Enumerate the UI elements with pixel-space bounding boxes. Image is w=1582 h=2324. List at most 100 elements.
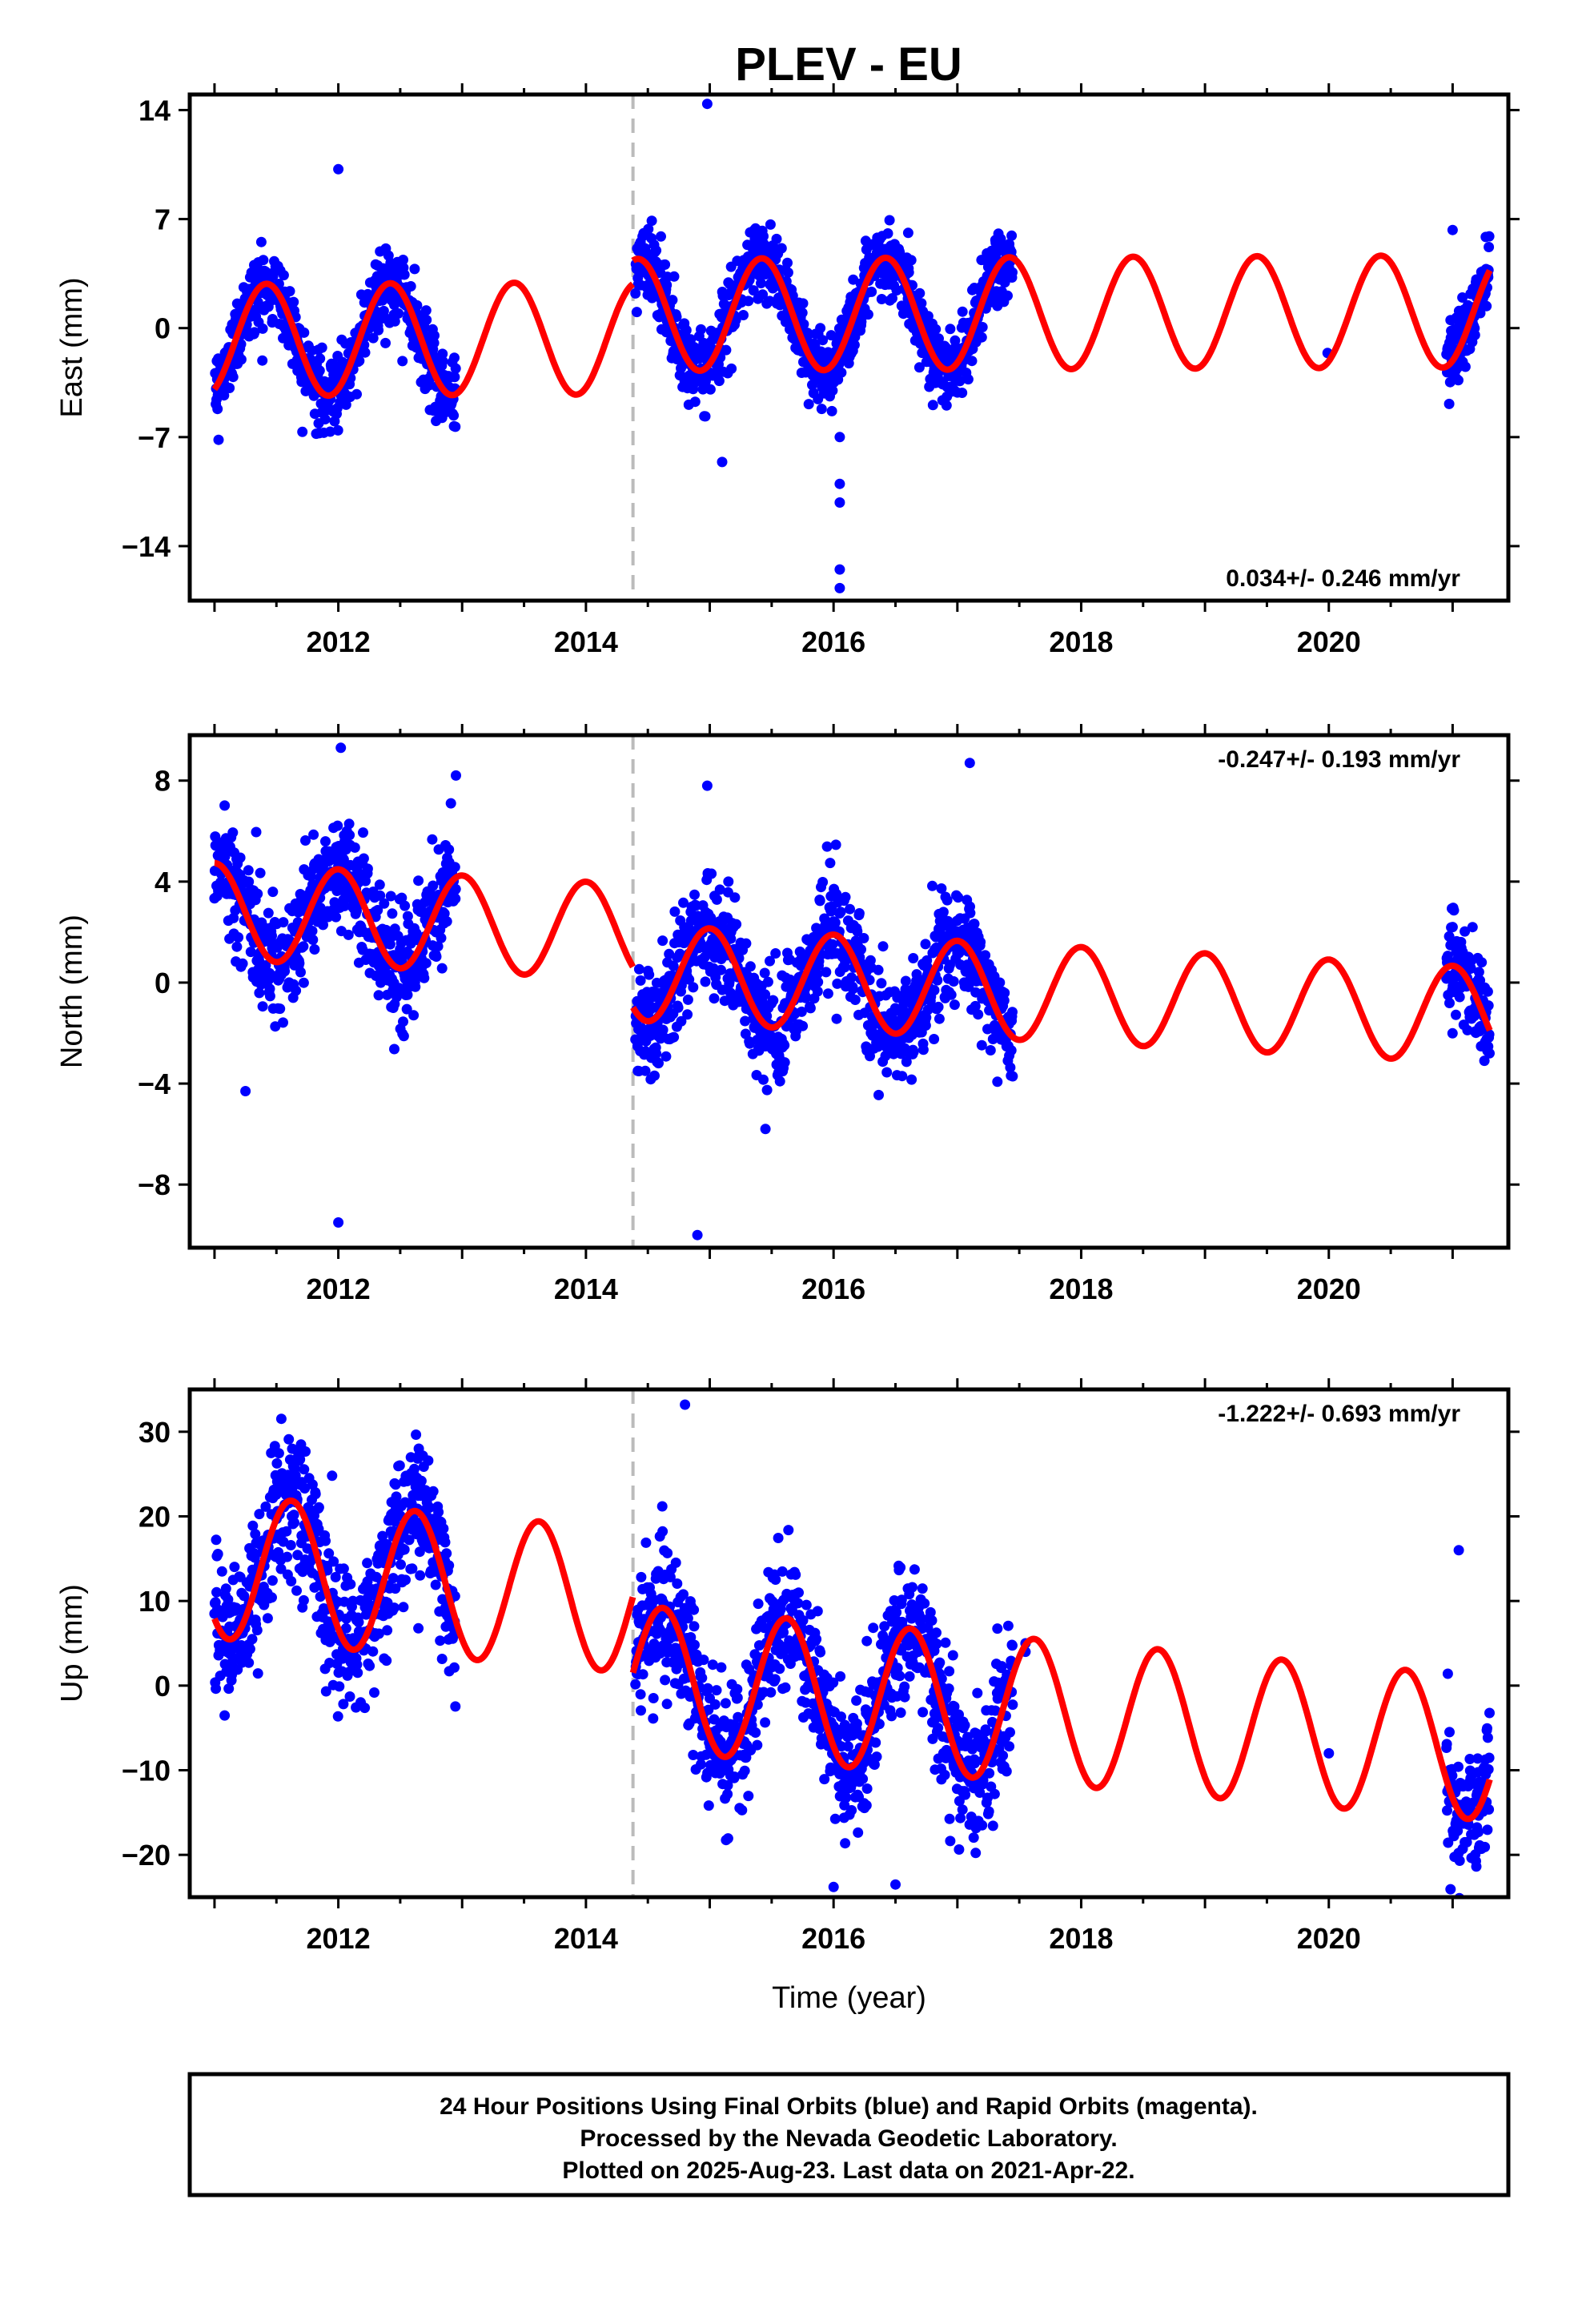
data-point [861,1635,873,1647]
data-point [774,1663,785,1675]
data-point [714,884,725,895]
data-point [932,975,943,986]
data-point [288,296,299,308]
data-point [235,852,246,863]
data-point [640,1537,652,1548]
data-point [429,330,440,341]
data-point [401,1003,412,1015]
data-point [440,1537,451,1548]
data-point [832,978,843,989]
data-point-outlier [834,564,845,575]
x-tick-label: 2012 [307,1273,371,1305]
data-point [252,296,263,308]
data-point [448,410,460,421]
data-point [676,979,687,991]
data-point [372,905,383,915]
data-point [367,332,379,344]
data-point [220,1583,231,1594]
data-point [826,405,837,416]
data-point [743,296,754,307]
data-point [827,385,838,396]
x-tick-label: 2018 [1049,1273,1113,1305]
data-point [793,1598,804,1609]
y-tick-label: 0 [155,312,171,345]
data-point [954,376,966,387]
data-point [1006,230,1018,241]
data-point [831,1013,842,1024]
data-point [352,1667,363,1679]
data-point [423,1455,434,1466]
data-point [815,323,826,334]
data-point [797,308,808,319]
data-point [1469,329,1480,340]
data-point [420,305,432,316]
data-point [308,829,319,840]
data-point [892,1663,903,1674]
data-point [298,977,309,988]
data-point [424,1502,436,1513]
data-point [297,426,308,437]
data-point [851,1695,862,1706]
data-point [396,955,408,966]
data-point [411,1429,422,1440]
data-point [316,342,327,353]
data-point [318,919,328,931]
data-point [435,1635,446,1647]
data-point [402,1476,413,1486]
data-point [904,1671,915,1682]
data-point [717,984,728,995]
data-point [849,340,860,351]
data-point [922,1004,934,1015]
data-point [759,967,770,979]
data-point [644,969,655,980]
data-point [740,1015,751,1027]
data-point [438,1523,449,1534]
data-point [793,1587,804,1598]
y-tick-label: 7 [155,203,171,236]
data-point [825,858,836,869]
data-point [797,1020,809,1031]
data-point [210,831,221,842]
data-point [965,907,976,919]
data-point [651,245,662,256]
x-tick-label: 2018 [1049,625,1113,658]
data-point [393,308,404,319]
data-point [394,1460,405,1471]
data-point [400,900,411,911]
data-point [783,1525,794,1536]
data-point [773,1533,784,1543]
data-point [942,895,953,906]
y-axis-label: East (mm) [55,277,89,417]
data-point [909,1564,920,1575]
data-point [782,257,793,268]
data-point [445,798,456,809]
data-point [433,1506,444,1518]
data-point [643,223,654,235]
data-point [219,390,230,401]
data-point [223,1594,234,1605]
data-point [873,1719,885,1730]
data-point [362,1558,373,1569]
data-point [637,1669,648,1680]
data-point-outlier [1447,922,1458,933]
data-point [380,337,391,348]
data-point [416,1475,427,1486]
plot-area-east [210,94,1495,601]
data-point [252,888,263,899]
data-point [828,1677,839,1688]
data-point [450,363,461,374]
data-point [980,950,991,961]
data-point [887,293,897,304]
data-point [994,977,1006,988]
data-point [661,279,673,291]
data-point [840,891,851,903]
data-point [669,271,680,282]
data-point [730,315,741,326]
data-point [399,269,410,280]
data-point [797,298,809,309]
data-point [254,987,265,999]
data-point [437,356,448,367]
data-point [390,1583,401,1594]
